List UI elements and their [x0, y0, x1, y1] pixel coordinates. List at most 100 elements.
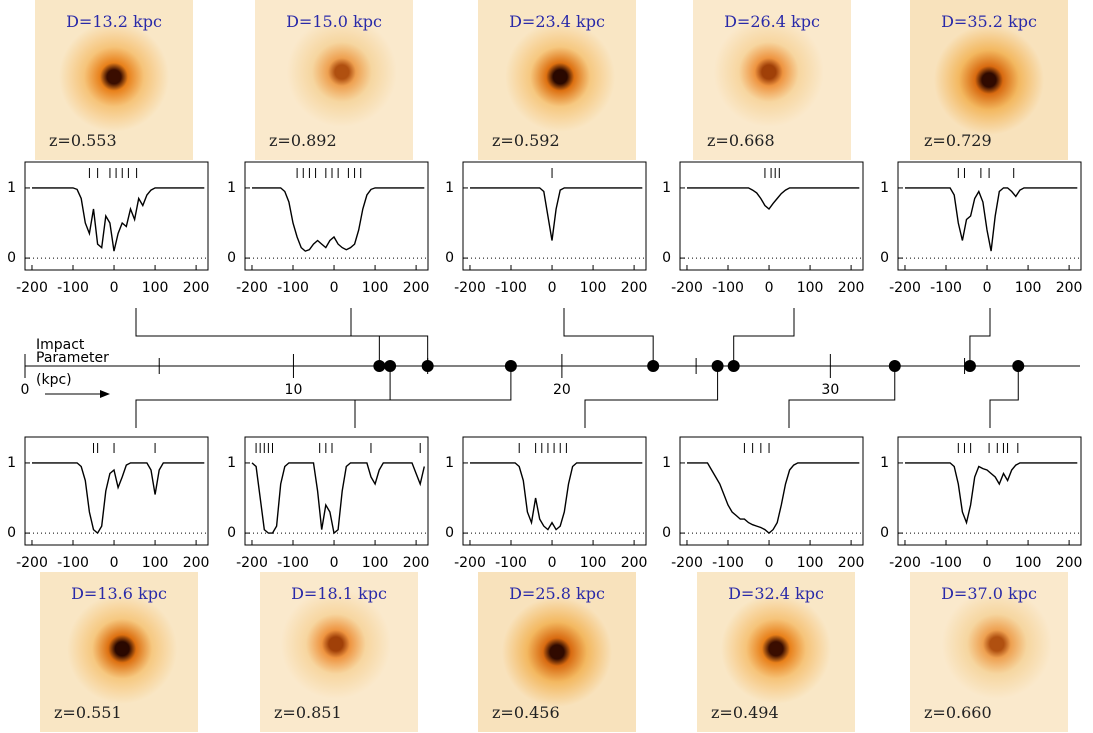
spectrum-line — [32, 462, 205, 535]
y-tick-label: 0 — [445, 250, 454, 266]
x-tick-label: -100 — [930, 555, 962, 571]
y-tick-label: 1 — [445, 180, 454, 196]
spectrum-frame — [897, 161, 1082, 271]
y-tick-label: 1 — [880, 455, 889, 471]
x-tick-label: 200 — [1056, 280, 1083, 296]
redshift-label: z=0.456 — [492, 703, 560, 722]
spectrum-line — [687, 462, 860, 535]
galaxy-image: D=18.1 kpc z=0.851 — [260, 572, 418, 732]
x-tick-label: 100 — [1015, 555, 1042, 571]
distance-label: D=32.4 kpc — [728, 584, 824, 603]
axis-tick-label: 10 — [285, 382, 303, 398]
distance-point — [421, 360, 434, 372]
x-tick-label: 100 — [362, 555, 389, 571]
y-tick-label: 0 — [7, 250, 16, 266]
distance-label: D=23.4 kpc — [509, 12, 605, 31]
x-tick-label: -200 — [454, 555, 486, 571]
connector — [135, 308, 380, 366]
x-tick-label: 200 — [403, 280, 430, 296]
x-tick-label: 0 — [110, 555, 119, 571]
x-tick-label: 200 — [183, 555, 210, 571]
galaxy-image: D=15.0 kpc z=0.892 — [255, 0, 413, 160]
spectrum-frame — [24, 436, 209, 546]
galaxy-image: D=23.4 kpc z=0.592 — [478, 0, 636, 160]
y-tick-label: 0 — [227, 525, 236, 541]
x-tick-label: -100 — [495, 555, 527, 571]
distance-label: D=26.4 kpc — [724, 12, 820, 31]
y-tick-label: 1 — [227, 455, 236, 471]
x-tick-label: -200 — [889, 555, 921, 571]
distance-label: D=13.6 kpc — [71, 584, 167, 603]
y-tick-label: 1 — [662, 455, 671, 471]
galaxy-image: D=32.4 kpc z=0.494 — [697, 572, 855, 732]
galaxy-image: D=25.8 kpc z=0.456 — [478, 572, 636, 732]
galaxy-image: D=26.4 kpc z=0.668 — [693, 0, 851, 160]
x-tick-label: 100 — [362, 280, 389, 296]
x-tick-label: 0 — [548, 280, 557, 296]
connector — [350, 308, 429, 366]
redshift-label: z=0.668 — [707, 131, 775, 150]
y-tick-label: 1 — [227, 180, 236, 196]
x-tick-label: 0 — [330, 555, 339, 571]
x-tick-label: -100 — [277, 555, 309, 571]
spectrum-frame — [244, 161, 429, 271]
connector — [354, 366, 512, 428]
connector — [135, 366, 391, 428]
y-tick-label: 0 — [662, 525, 671, 541]
spectrum-frame — [462, 161, 647, 271]
x-tick-label: -100 — [495, 280, 527, 296]
redshift-label: z=0.851 — [274, 703, 342, 722]
x-tick-label: 100 — [797, 280, 824, 296]
distance-label: D=25.8 kpc — [509, 584, 605, 603]
distance-point — [1012, 360, 1025, 372]
spectrum-line — [470, 187, 643, 241]
distance-label: D=13.2 kpc — [66, 12, 162, 31]
distance-point — [727, 360, 740, 372]
redshift-label: z=0.592 — [492, 131, 560, 150]
x-tick-label: -200 — [454, 280, 486, 296]
spectrum-line — [687, 187, 860, 211]
distance-label: D=18.1 kpc — [291, 584, 387, 603]
spectrum-line — [252, 187, 425, 252]
y-tick-label: 0 — [445, 525, 454, 541]
y-tick-label: 1 — [880, 180, 889, 196]
axis-tick-label: 20 — [553, 382, 571, 398]
galaxy-image: D=13.6 kpc z=0.551 — [40, 572, 198, 732]
x-tick-label: 100 — [580, 555, 607, 571]
x-tick-label: 100 — [1015, 280, 1042, 296]
spectrum-line — [251, 462, 425, 535]
galaxy-image: D=37.0 kpc z=0.660 — [910, 572, 1068, 732]
x-tick-label: 100 — [797, 555, 824, 571]
redshift-label: z=0.729 — [924, 131, 992, 150]
connector — [969, 308, 991, 366]
axis-label: Impact — [36, 337, 85, 353]
distance-point — [504, 360, 517, 372]
connector — [733, 308, 795, 366]
x-tick-label: -200 — [16, 555, 48, 571]
x-tick-label: 0 — [983, 280, 992, 296]
x-tick-label: -100 — [712, 555, 744, 571]
redshift-label: z=0.660 — [924, 703, 992, 722]
x-tick-label: 200 — [1056, 555, 1083, 571]
x-tick-label: 100 — [142, 280, 169, 296]
x-tick-label: 0 — [110, 280, 119, 296]
distance-point — [888, 360, 901, 372]
spectrum-line — [905, 187, 1078, 252]
redshift-label: z=0.553 — [49, 131, 117, 150]
x-tick-label: -100 — [930, 280, 962, 296]
spectrum-frame — [462, 436, 647, 546]
y-tick-label: 1 — [662, 180, 671, 196]
x-tick-label: 0 — [983, 555, 992, 571]
axis-tick-label: 30 — [821, 382, 839, 398]
y-tick-label: 0 — [880, 250, 889, 266]
y-tick-label: 1 — [7, 455, 16, 471]
x-tick-label: 200 — [621, 555, 648, 571]
x-tick-label: 200 — [183, 280, 210, 296]
redshift-label: z=0.892 — [269, 131, 337, 150]
connector — [788, 366, 896, 428]
x-tick-label: 200 — [838, 280, 865, 296]
x-tick-label: 0 — [765, 280, 774, 296]
x-tick-label: -100 — [57, 280, 89, 296]
